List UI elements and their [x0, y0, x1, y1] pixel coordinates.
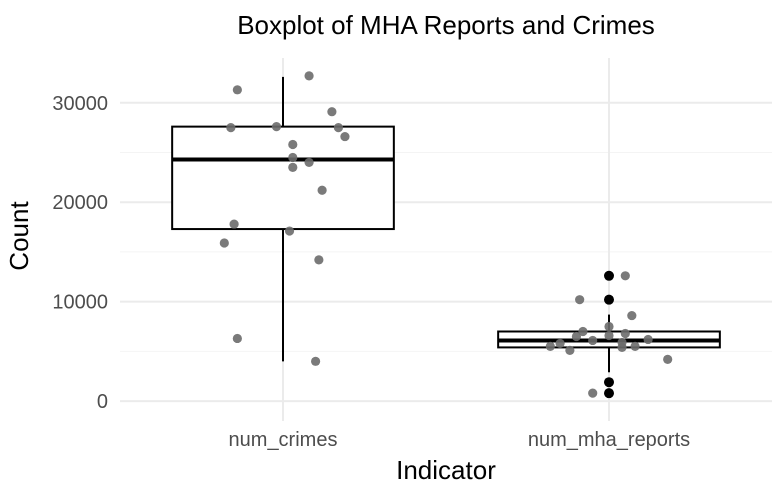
data-point: [565, 345, 575, 355]
data-point: [219, 238, 229, 248]
data-point: [226, 123, 236, 133]
data-point: [340, 131, 350, 142]
data-point: [304, 71, 314, 81]
data-point: [311, 356, 321, 366]
outlier-point: [604, 294, 614, 305]
x-axis-title: Indicator: [396, 455, 496, 485]
data-point: [229, 219, 239, 229]
data-point: [232, 85, 242, 95]
data-point: [575, 295, 585, 305]
data-point: [271, 122, 282, 132]
grid-layer: [120, 58, 772, 421]
data-point: [627, 310, 637, 321]
data-point: [545, 341, 555, 352]
data-point: [284, 226, 295, 236]
outlier-point: [604, 270, 614, 281]
outlier-point: [604, 377, 614, 388]
y-tick-label: 0: [97, 391, 108, 413]
data-point: [617, 342, 627, 353]
data-point: [317, 185, 327, 195]
data-point: [620, 328, 630, 339]
data-point: [571, 331, 582, 342]
data-point: [288, 152, 298, 163]
data-point: [333, 123, 344, 133]
data-point: [663, 354, 673, 364]
data-point: [314, 255, 324, 265]
data-point: [288, 139, 298, 150]
x-tick-label: num_crimes: [229, 429, 338, 451]
chart-title: Boxplot of MHA Reports and Crimes: [237, 10, 655, 40]
data-point: [232, 333, 242, 344]
data-point: [620, 271, 630, 281]
data-point: [604, 321, 614, 332]
data-point: [604, 330, 614, 341]
data-point: [288, 162, 298, 172]
x-tick-label: num_mha_reports: [528, 429, 690, 451]
data-point: [327, 107, 337, 117]
data-point: [304, 157, 314, 168]
y-axis-title: Count: [4, 201, 34, 271]
data-point: [578, 326, 588, 337]
data-point: [643, 334, 653, 345]
data-point: [588, 335, 598, 346]
ticks-layer: 0 10000 20000 30000 num_crimes num_mha_report…: [52, 93, 690, 451]
y-tick-label: 10000: [52, 292, 108, 314]
y-tick-label: 30000: [52, 93, 108, 115]
box-iqr: [171, 125, 395, 231]
points-layer: [219, 71, 673, 398]
data-point: [555, 338, 565, 349]
boxes-layer: [171, 76, 721, 399]
outlier-point: [604, 388, 614, 399]
data-point: [588, 388, 598, 398]
data-point: [630, 341, 640, 352]
y-tick-label: 20000: [52, 192, 108, 214]
